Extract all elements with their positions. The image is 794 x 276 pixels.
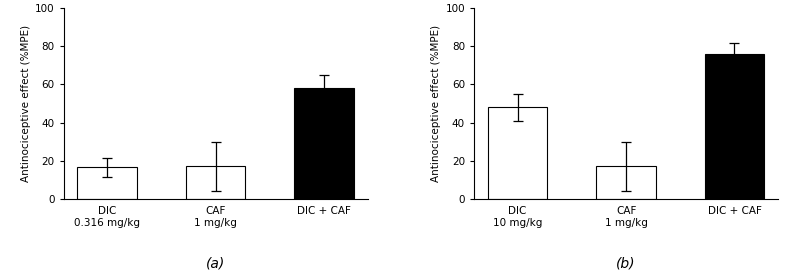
Bar xyxy=(294,88,354,199)
Bar xyxy=(77,167,137,199)
Text: (b): (b) xyxy=(616,256,636,270)
Bar xyxy=(186,166,245,199)
Y-axis label: Antinociceptive effect (%MPE): Antinociceptive effect (%MPE) xyxy=(21,25,31,182)
Bar xyxy=(596,166,656,199)
Text: (a): (a) xyxy=(206,256,225,270)
Bar xyxy=(704,54,765,199)
Bar xyxy=(488,107,548,199)
Y-axis label: Antinociceptive effect (%MPE): Antinociceptive effect (%MPE) xyxy=(431,25,441,182)
